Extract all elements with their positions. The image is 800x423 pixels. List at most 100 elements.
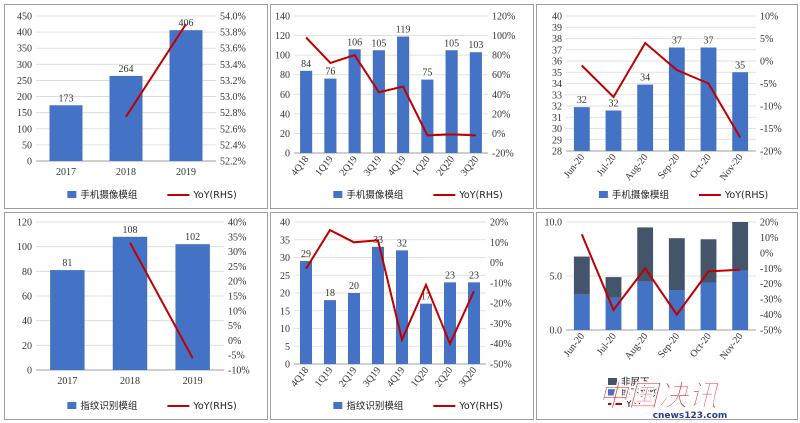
y-tick-label: 5 — [285, 342, 290, 353]
bar — [348, 293, 360, 364]
y2-tick-label: 0% — [490, 258, 503, 269]
legend-swatch — [608, 378, 617, 385]
y2-tick-label: 10% — [228, 306, 246, 317]
bar-非屏下 — [605, 277, 622, 298]
bar — [637, 84, 654, 151]
bar — [445, 50, 458, 153]
legend-bar-label: 指纹识别模组 — [346, 400, 404, 412]
data-label: 406 — [179, 18, 194, 29]
y2-tick-label: 0% — [228, 336, 241, 347]
y2-tick-label: 35% — [228, 232, 246, 243]
watermark-site: cnews123.com — [653, 411, 728, 421]
y-tick-label: 20 — [280, 289, 290, 300]
bar — [372, 50, 385, 153]
bar-屏下指纹 — [732, 270, 749, 330]
y2-tick-label: 53.0% — [220, 92, 246, 103]
y-tick-label: 0 — [285, 149, 290, 160]
bar — [573, 107, 590, 151]
bar-非屏下 — [637, 227, 654, 282]
yoy-line — [129, 242, 194, 359]
y2-tick-label: -10% — [760, 264, 782, 275]
y-tick-label: 30 — [552, 124, 562, 135]
bar — [372, 246, 384, 364]
x-tick-label: 2018 — [120, 376, 140, 387]
x-tick-label: 2019 — [183, 376, 203, 387]
legend-line-label: YoY(RHS) — [724, 190, 768, 201]
legend-bar-swatch — [67, 402, 77, 409]
bar — [421, 79, 434, 153]
watermark-brand: 中国决讯 — [598, 379, 720, 414]
y-tick-label: 200 — [17, 92, 32, 103]
chart-panel-5: 0 5 10 15 20 25 30 35 40 -50% -40% -30% -20% -10% 0% 10… — [270, 212, 534, 420]
y-tick-label: 100 — [17, 124, 32, 135]
y2-tick-label: -15% — [760, 124, 782, 135]
data-label: 18 — [325, 288, 335, 299]
x-tick-label: 2018 — [116, 167, 136, 178]
legend-line-label: YoY(RHS) — [458, 190, 502, 201]
y-tick-label: 20 — [280, 129, 290, 140]
legend-line-label: YoY(RHS) — [192, 190, 236, 201]
y2-tick-label: -5% — [760, 79, 777, 90]
bar — [605, 110, 622, 151]
bar — [300, 70, 313, 153]
legend-label: 屏下指纹 — [621, 387, 660, 399]
y-tick-label: 39 — [552, 23, 562, 34]
data-label: 264 — [119, 64, 134, 75]
data-label: 23 — [469, 270, 479, 281]
data-label: 75 — [422, 68, 432, 79]
bar — [468, 282, 480, 364]
y2-tick-label: 54.0% — [220, 12, 246, 23]
data-label: 102 — [185, 232, 200, 243]
y2-tick-label: 53.4% — [220, 60, 246, 71]
y-tick-label: 300 — [17, 60, 32, 71]
y-tick-label: 140 — [275, 12, 290, 23]
y2-tick-label: -10% — [760, 102, 782, 113]
y-tick-label: 400 — [17, 28, 32, 39]
legend-label: 非屏下 — [621, 376, 650, 388]
y2-tick-label: 52.6% — [220, 124, 246, 135]
y-tick-label: 5.0 — [550, 272, 563, 283]
y2-tick-label: 15% — [228, 292, 246, 303]
bar — [324, 78, 337, 153]
yoy-line — [581, 41, 742, 139]
bar — [300, 261, 312, 364]
y2-tick-label: 80% — [492, 51, 510, 62]
y-tick-label: 28 — [552, 147, 562, 158]
y-tick-label: 35 — [552, 68, 562, 79]
y2-tick-label: 5% — [760, 34, 773, 45]
data-label: 84 — [301, 59, 311, 70]
y-tick-label: 31 — [552, 113, 562, 124]
y-tick-label: 50 — [22, 140, 32, 151]
y2-tick-label: -40% — [760, 310, 782, 321]
y-tick-label: 40 — [22, 316, 32, 327]
yoy-line — [305, 36, 476, 137]
legend-bar-label: 手机摄像模组 — [346, 189, 404, 201]
chart-panel-2: 0 20 40 60 80 100 120 140 -20% 0% 20% 40% 60% 80% 100%… — [270, 4, 534, 209]
y2-tick-label: 0% — [492, 129, 505, 140]
chart-panel-1: 0 50 100 150 200 250 300 350 400 450 52.2% 52.4% 52.… — [4, 4, 268, 209]
y2-tick-label: 10% — [490, 238, 508, 249]
y-tick-label: 38 — [552, 34, 562, 45]
y-tick-label: 100 — [17, 242, 32, 253]
y2-tick-label: 53.8% — [220, 28, 246, 39]
y-tick-label: 20 — [22, 341, 32, 352]
y2-tick-label: -20% — [760, 147, 782, 158]
y2-tick-label: -20% — [492, 149, 514, 160]
bar — [396, 250, 408, 364]
y-tick-label: 60 — [280, 90, 290, 101]
y-tick-label: 0.0 — [550, 326, 563, 337]
yoy-line — [580, 233, 741, 317]
y2-tick-label: -30% — [490, 319, 512, 330]
bar — [700, 47, 717, 151]
data-label: 106 — [347, 37, 362, 48]
y-tick-label: 40 — [280, 218, 290, 229]
legend-bar-swatch — [598, 191, 608, 198]
y2-tick-label: 100% — [492, 31, 515, 42]
y2-tick-label: 20% — [760, 218, 778, 229]
bar — [109, 75, 143, 161]
data-label: 105 — [444, 38, 459, 49]
y-tick-label: 350 — [17, 44, 32, 55]
bar — [397, 36, 410, 153]
y2-tick-label: -20% — [760, 279, 782, 290]
